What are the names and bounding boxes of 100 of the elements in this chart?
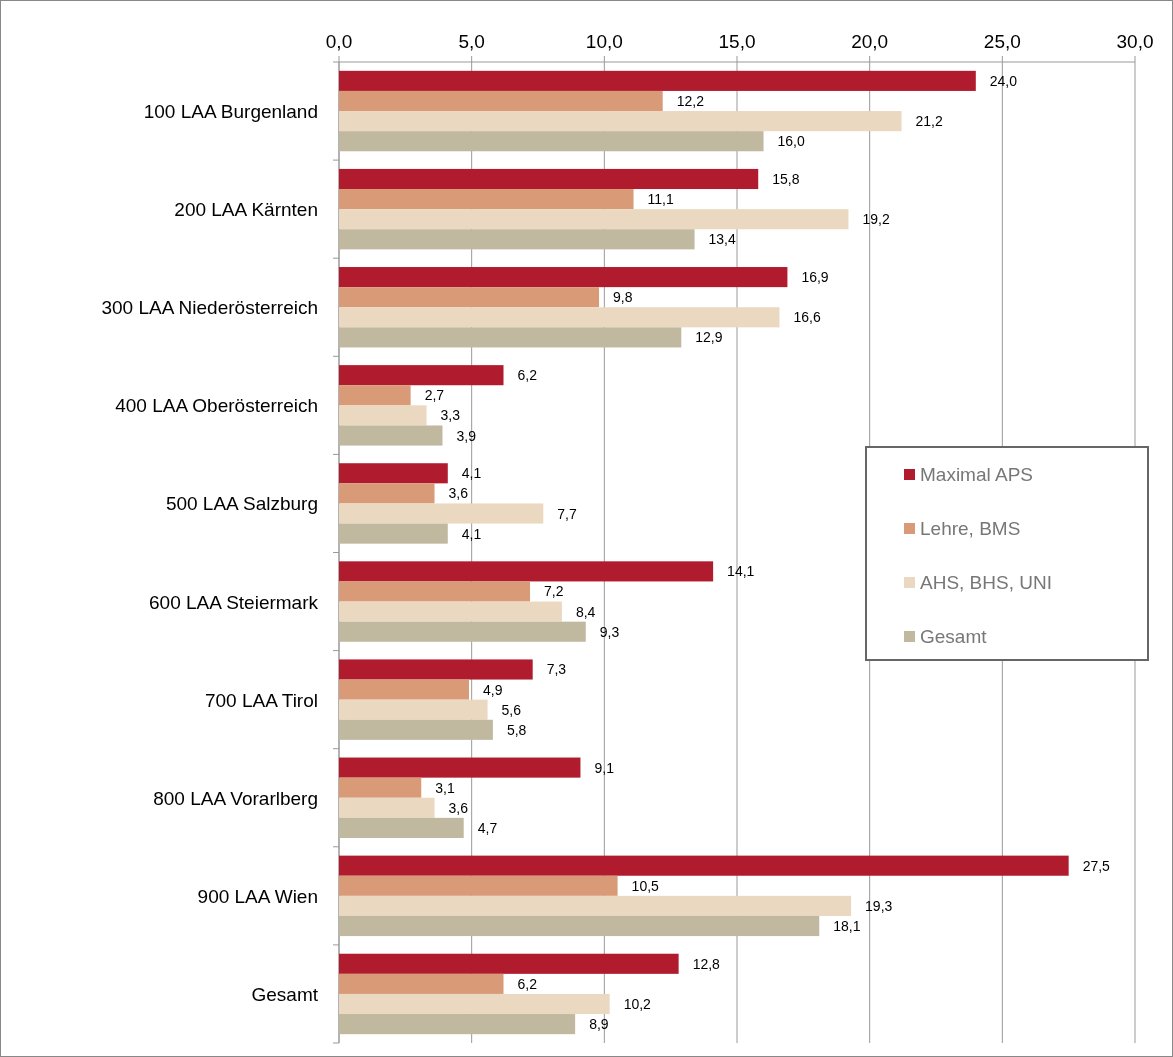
- data-label: 2,7: [424, 387, 445, 404]
- bar: [339, 855, 1069, 876]
- data-label: 11,1: [647, 191, 674, 208]
- data-label: 19,3: [865, 897, 893, 914]
- data-label: 5,6: [501, 701, 522, 718]
- x-tick-label: 5,0: [458, 31, 485, 52]
- data-label: 6,2: [517, 975, 538, 992]
- data-label: 4,1: [461, 525, 482, 542]
- y-tick-label: 400 LAA Oberösterreich: [115, 395, 318, 417]
- x-tick-label: 0,0: [325, 31, 353, 52]
- data-label: 12,8: [692, 955, 721, 972]
- data-label: 27,5: [1082, 857, 1111, 874]
- bar: [339, 679, 470, 700]
- data-label: 4,1: [461, 465, 482, 482]
- data-label: 16,6: [793, 309, 821, 326]
- data-label: 6,2: [517, 367, 538, 384]
- data-label: 10,5: [631, 877, 660, 894]
- legend-label: Gesamt: [920, 626, 988, 647]
- x-tick-label: 30,0: [1116, 31, 1154, 52]
- bar: [339, 757, 581, 778]
- bar: [339, 953, 679, 974]
- bar: [339, 70, 976, 91]
- y-tick-label: 200 LAA Kärnten: [174, 199, 318, 221]
- legend-label: Lehre, BMS: [920, 518, 1021, 539]
- data-label: 12,9: [695, 329, 723, 346]
- data-label: 18,1: [833, 918, 861, 935]
- bar: [339, 229, 695, 250]
- data-label: 13,4: [708, 231, 737, 248]
- data-label: 7,7: [557, 505, 577, 522]
- data-label: 16,0: [777, 133, 805, 150]
- bar: [339, 111, 902, 132]
- y-tick-label: 600 LAA Steiermark: [149, 591, 319, 613]
- data-label: 3,9: [456, 427, 477, 444]
- bar: [339, 365, 504, 386]
- data-label: 9,3: [599, 623, 620, 640]
- legend-label: AHS, BHS, UNI: [920, 572, 1052, 593]
- data-label: 7,2: [544, 583, 564, 600]
- data-label: 4,7: [477, 819, 498, 836]
- data-label: 16,9: [801, 269, 829, 286]
- data-label: 3,1: [435, 779, 455, 796]
- data-label: 3,3: [440, 407, 461, 424]
- bar: [339, 131, 764, 152]
- bar: [339, 267, 788, 288]
- data-label: 4,9: [483, 681, 503, 698]
- bar: [339, 168, 759, 190]
- bar: [339, 405, 427, 426]
- data-label: 8,9: [589, 1016, 609, 1033]
- y-tick-label: 300 LAA Niederösterreich: [101, 297, 318, 319]
- bar: [339, 561, 714, 582]
- data-label: 19,2: [862, 211, 890, 228]
- bar: [339, 483, 435, 504]
- bar: [339, 915, 820, 937]
- data-label: 21,2: [915, 113, 943, 130]
- y-tick-label: 900 LAA Wien: [197, 885, 318, 907]
- data-label: 8,4: [575, 603, 596, 620]
- data-label: 9,1: [594, 759, 615, 776]
- y-tick-label: Gesamt: [251, 983, 319, 1005]
- bar: [339, 503, 544, 524]
- data-label: 5,8: [506, 721, 527, 738]
- x-tick-label: 15,0: [718, 31, 756, 52]
- data-label: 15,8: [772, 170, 800, 187]
- bar: [339, 90, 663, 112]
- legend-label: Maximal APS: [920, 464, 1033, 485]
- y-tick-label: 700 LAA Tirol: [204, 689, 318, 711]
- data-label: 3,6: [448, 485, 469, 502]
- data-label: 3,6: [448, 799, 469, 816]
- y-tick-label: 100 LAA Burgenland: [143, 101, 318, 123]
- bar: [339, 307, 780, 328]
- bar: [339, 581, 531, 602]
- bar: [339, 973, 504, 994]
- x-tick-label: 10,0: [585, 31, 623, 52]
- bar: [339, 777, 422, 798]
- data-label: 9,8: [613, 289, 633, 306]
- bar: [339, 189, 634, 210]
- data-label: 24,0: [989, 72, 1018, 89]
- bar: [339, 993, 610, 1015]
- bar: [339, 719, 493, 740]
- data-label: 10,2: [623, 996, 652, 1013]
- bar: [339, 287, 600, 308]
- bar: [339, 817, 464, 838]
- bar: [339, 385, 411, 406]
- bar: [339, 699, 488, 720]
- bar: [339, 463, 448, 484]
- data-label: 14,1: [727, 563, 755, 580]
- bar: [339, 601, 562, 622]
- bar: [339, 621, 586, 642]
- bar: [339, 875, 618, 896]
- bar: [339, 425, 443, 446]
- bar: [339, 209, 849, 230]
- data-label: 7,3: [546, 661, 567, 678]
- bar: [339, 895, 852, 916]
- bar: [339, 327, 682, 348]
- y-tick-label: 500 LAA Salzburg: [165, 493, 318, 515]
- bar: [339, 523, 448, 544]
- bar: [339, 797, 435, 818]
- data-label: 12,2: [676, 92, 705, 109]
- bar: [339, 1014, 576, 1035]
- x-tick-label: 25,0: [983, 31, 1021, 52]
- x-tick-label: 20,0: [851, 31, 889, 52]
- y-tick-label: 800 LAA Vorarlberg: [153, 787, 318, 809]
